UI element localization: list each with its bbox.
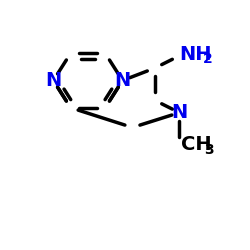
Text: 2: 2	[203, 52, 213, 66]
Text: CH: CH	[181, 135, 211, 154]
Text: 3: 3	[204, 143, 214, 157]
Text: N: N	[114, 71, 131, 90]
Text: N: N	[45, 71, 62, 90]
Text: N: N	[171, 103, 188, 122]
Text: NH: NH	[180, 45, 212, 64]
